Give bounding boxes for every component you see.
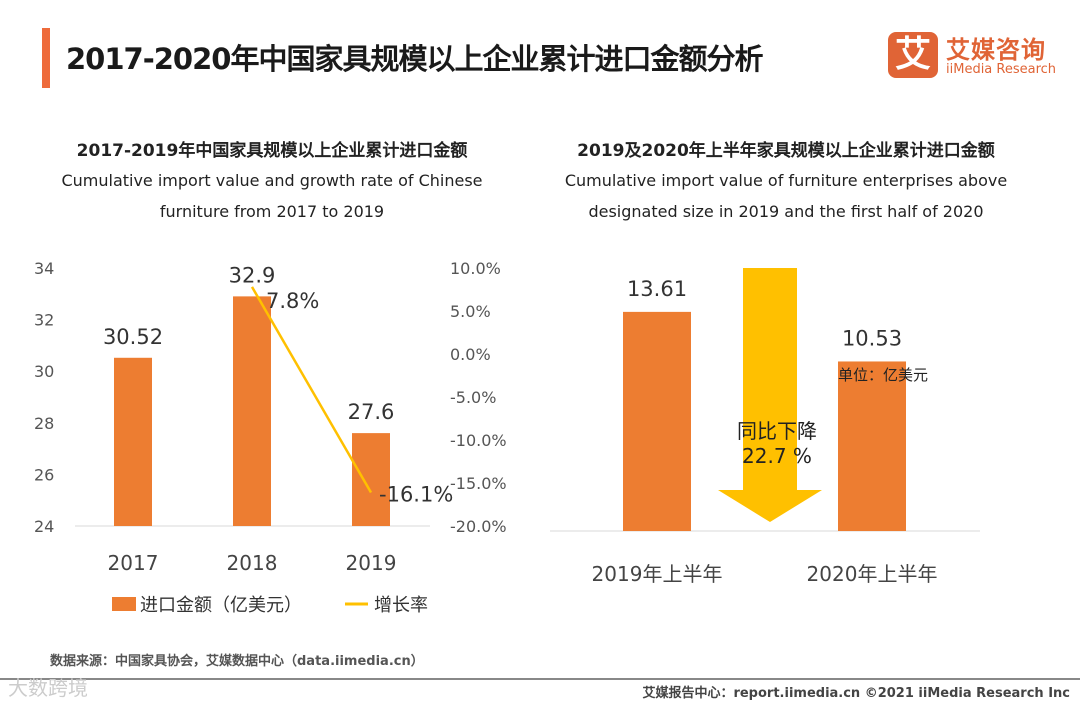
left-y-tick: 30	[34, 362, 54, 381]
decline-arrow-shaft	[743, 268, 797, 490]
left-chart-subtitle-1: Cumulative import value and growth rate …	[61, 171, 483, 190]
bar-2018	[233, 296, 271, 526]
x-tick: 2017	[108, 551, 159, 575]
legend-bar-swatch	[112, 597, 136, 611]
left-y-tick: 28	[34, 414, 54, 433]
legend-line-label: 增长率	[374, 595, 428, 616]
logo-text-en: iiMedia Research	[946, 62, 1057, 77]
right-chart-title: 2019及2020年上半年家具规模以上企业累计进口金额	[577, 141, 995, 161]
bar-label: 32.9	[229, 263, 276, 287]
bar-label: 27.6	[348, 400, 395, 424]
growth-label: -16.1%	[379, 482, 453, 506]
right-chart-subtitle-2: designated size in 2019 and the first ha…	[588, 202, 984, 221]
x-tick: 2019	[346, 551, 397, 575]
right-y-tick: 5.0%	[450, 302, 491, 321]
x-tick: 2019年上半年	[592, 562, 723, 586]
bar-label: 10.53	[842, 326, 902, 350]
bar-2017	[114, 357, 152, 526]
watermark: 大数跨境	[8, 676, 88, 700]
right-y-tick: -20.0%	[450, 517, 507, 536]
left-chart-title: 2017-2019年中国家具规模以上企业累计进口金额	[76, 141, 468, 161]
decline-arrow-head-icon	[718, 490, 822, 522]
logo-icon: 艾	[888, 32, 938, 78]
bar-label: 13.61	[627, 277, 687, 301]
bar-label: 30.52	[103, 325, 163, 349]
decline-annotation: 同比下降	[737, 419, 817, 443]
data-source: 数据来源：中国家具协会，艾媒数据中心（data.iimedia.cn）	[50, 654, 424, 669]
bar-2019年上半年	[623, 311, 691, 531]
unit-label: 单位：亿美元	[838, 366, 928, 384]
right-y-tick: -15.0%	[450, 474, 507, 493]
left-y-tick: 34	[34, 259, 54, 278]
left-chart-subtitle-2: furniture from 2017 to 2019	[159, 202, 385, 221]
x-tick: 2020年上半年	[807, 562, 938, 586]
growth-rate-line	[250, 286, 373, 494]
right-y-tick: -5.0%	[450, 388, 496, 407]
right-y-tick: 10.0%	[450, 259, 501, 278]
x-tick: 2018	[227, 551, 278, 575]
decline-annotation-value: 22.7 %	[742, 444, 812, 468]
bar-2020年上半年	[838, 361, 906, 531]
page-title: 2017-2020年中国家具规模以上企业累计进口金额分析	[66, 42, 763, 76]
right-y-tick: 0.0%	[450, 345, 491, 364]
title-accent-bar	[42, 28, 50, 88]
right-y-tick: -10.0%	[450, 431, 507, 450]
footer-report: 艾媒报告中心：report.iimedia.cn ©2021 iiMedia R…	[642, 686, 1070, 701]
bar-2019	[352, 433, 390, 526]
left-y-tick: 32	[34, 311, 54, 330]
left-y-tick: 26	[34, 465, 54, 484]
right-chart-subtitle-1: Cumulative import value of furniture ent…	[564, 171, 1008, 190]
logo-text-cn: 艾媒咨询	[946, 36, 1046, 64]
footer-divider	[0, 678, 1080, 680]
legend-bar-label: 进口金额（亿美元）	[140, 595, 302, 616]
growth-label: 7.8%	[266, 289, 319, 313]
left-y-tick: 24	[34, 517, 54, 536]
